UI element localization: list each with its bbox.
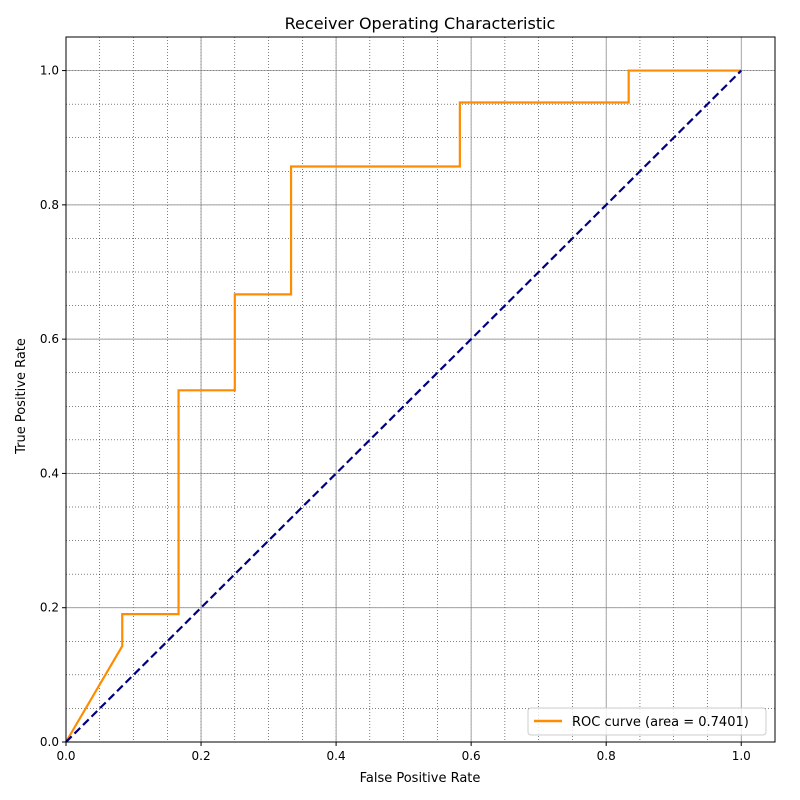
y-tick-label: 0.8: [40, 198, 59, 212]
roc-curve-line: [65, 69, 742, 743]
x-tick-label: 0.4: [327, 749, 346, 763]
legend-box: [527, 707, 767, 736]
legend: ROC curve (area = 0.7401): [527, 707, 767, 736]
x-axis-ticks: 0.0 0.2 0.4 0.6 0.8 1.0: [56, 742, 751, 763]
x-tick-label: 0.8: [597, 749, 616, 763]
x-tick-label: 1.0: [732, 749, 751, 763]
y-tick-label: 0.4: [40, 466, 59, 480]
y-tick-label: 0.6: [40, 332, 59, 346]
y-axis-label: True Positive Rate: [14, 338, 29, 455]
plot-area: [65, 36, 776, 743]
legend-label-roc: ROC curve (area = 0.7401): [572, 715, 749, 730]
series-layer: [65, 69, 743, 743]
chance-diagonal-line: [65, 69, 743, 743]
x-axis-label: False Positive Rate: [360, 771, 481, 786]
x-tick-label: 0.2: [192, 749, 211, 763]
y-tick-label: 0.2: [40, 601, 59, 615]
plot-frame: [65, 36, 776, 743]
y-tick-label: 0.0: [40, 735, 59, 749]
x-tick-label: 0.0: [56, 749, 75, 763]
y-tick-label: 1.0: [40, 64, 59, 78]
chart-title: Receiver Operating Characteristic: [285, 14, 556, 33]
y-axis-ticks: 0.0 0.2 0.4 0.6 0.8 1.0: [40, 64, 66, 749]
x-tick-label: 0.6: [462, 749, 481, 763]
